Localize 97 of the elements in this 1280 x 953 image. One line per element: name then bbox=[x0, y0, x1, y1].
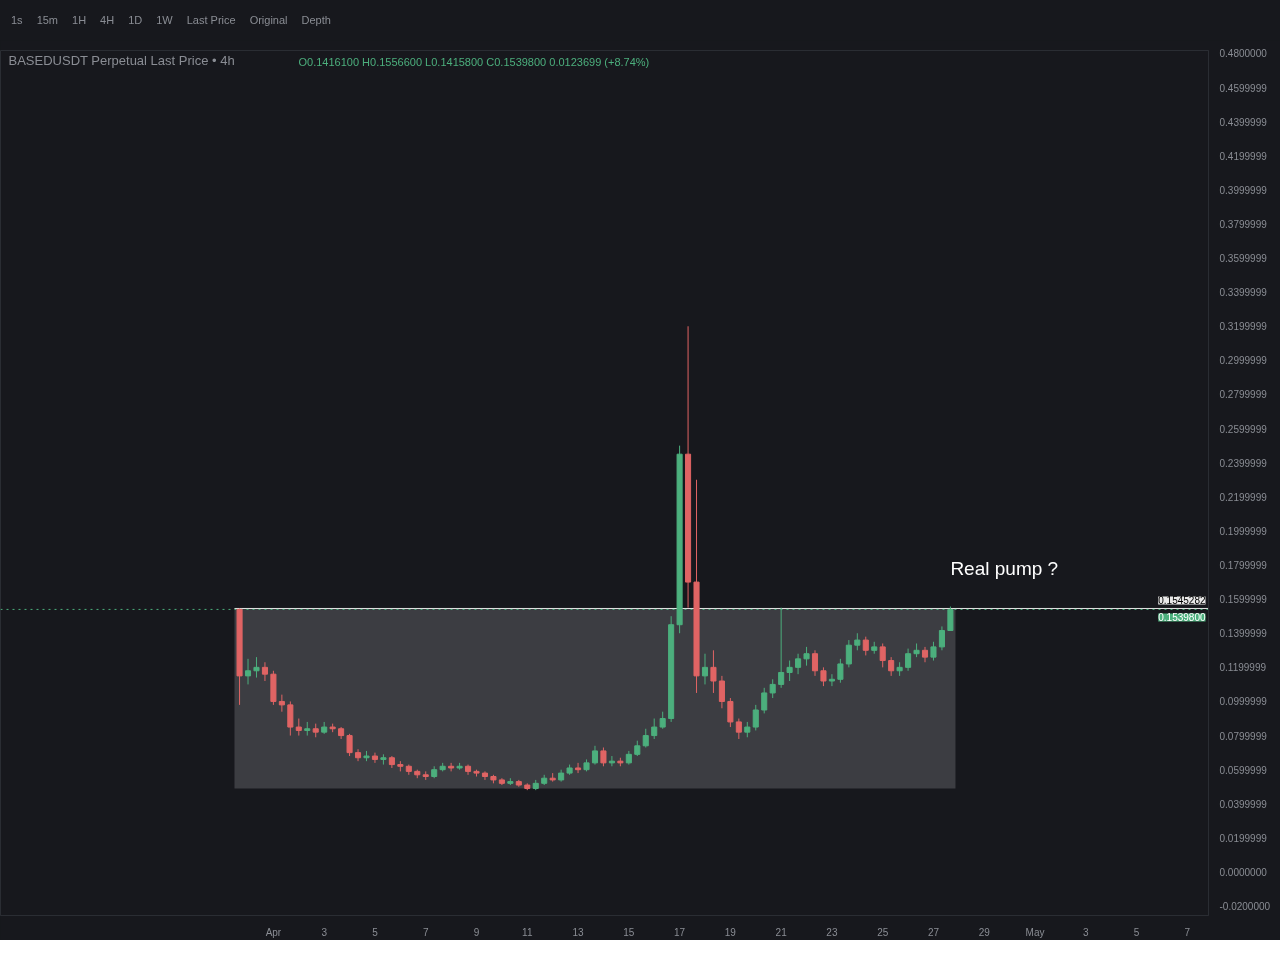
candlestick bbox=[828, 673, 835, 687]
candlestick bbox=[921, 646, 929, 663]
y-tick-label: 0.1399999 bbox=[1219, 628, 1268, 640]
x-tick-label: 5 bbox=[372, 926, 379, 938]
candlestick bbox=[879, 642, 886, 668]
y-tick-label: 0.2399999 bbox=[1219, 457, 1268, 469]
y-tick-label: 0.4599999 bbox=[1219, 82, 1268, 94]
candlestick bbox=[786, 660, 793, 682]
x-tick-label: 5 bbox=[1133, 926, 1140, 938]
x-tick-label: 3 bbox=[321, 926, 328, 938]
y-tick-label: 0.2599999 bbox=[1219, 423, 1268, 435]
text: 1D bbox=[128, 14, 143, 26]
candlestick bbox=[448, 762, 455, 772]
x-tick-label: 17 bbox=[674, 926, 686, 938]
chart-title: BASEDUSDT Perpetual Last Price • 4h bbox=[8, 52, 235, 68]
candlestick bbox=[820, 666, 827, 687]
candlestick bbox=[600, 747, 607, 767]
candlestick bbox=[769, 678, 776, 699]
candlestick bbox=[710, 649, 717, 694]
y-tick-label: 0.0999999 bbox=[1219, 696, 1268, 708]
text: 1s bbox=[11, 14, 23, 26]
y-tick-label: 0.3999999 bbox=[1219, 184, 1268, 196]
y-tick-label: 0.3199999 bbox=[1219, 321, 1268, 333]
y-tick-label: 0.1199999 bbox=[1219, 662, 1267, 674]
candlestick bbox=[278, 694, 285, 713]
y-tick-label: 0.1999999 bbox=[1219, 525, 1268, 537]
y-tick-label: 0.3599999 bbox=[1219, 253, 1268, 265]
candlestick bbox=[888, 656, 895, 677]
x-tick-label: 27 bbox=[927, 926, 940, 938]
candlestick bbox=[608, 755, 615, 767]
y-tick-label: 0.4800000 bbox=[1219, 48, 1268, 60]
x-tick-label: 7 bbox=[422, 926, 429, 938]
candlestick bbox=[930, 641, 937, 662]
candlestick bbox=[795, 653, 802, 675]
y-tick-label: 0.2799999 bbox=[1219, 389, 1268, 401]
y-tick-label: 0.0599999 bbox=[1219, 764, 1268, 776]
candlestick bbox=[803, 646, 810, 667]
chart-subtitle: O0.1416100 H0.1556600 L0.1415800 C0.1539800 0.0123699 (+8.74%) bbox=[298, 55, 650, 68]
candlestick bbox=[701, 653, 709, 685]
candlestick bbox=[642, 728, 649, 749]
candlestick bbox=[346, 733, 353, 757]
y-tick-label: 0.3799999 bbox=[1219, 218, 1268, 230]
x-tick-label: 7 bbox=[1184, 926, 1191, 938]
y-tick-label: -0.0200000 bbox=[1219, 901, 1271, 913]
candlestick bbox=[811, 649, 819, 677]
y-tick-label: 0.0199999 bbox=[1219, 832, 1268, 844]
text: Last Price bbox=[186, 14, 236, 26]
candlestick bbox=[862, 636, 869, 656]
x-tick-label: 25 bbox=[877, 926, 889, 938]
y-tick-label: 0.2999999 bbox=[1219, 355, 1268, 367]
text: 1W bbox=[156, 14, 173, 26]
x-tick-label: 29 bbox=[978, 926, 991, 938]
x-tick-label: Apr bbox=[265, 926, 282, 938]
y-tick-label: 0.0399999 bbox=[1219, 798, 1268, 810]
x-tick-label: 11 bbox=[522, 926, 533, 938]
candlestick bbox=[727, 697, 734, 728]
x-tick-label: 19 bbox=[724, 926, 737, 938]
x-tick-label: May bbox=[1025, 926, 1045, 938]
text: 15m bbox=[36, 14, 59, 26]
y-tick-label: 0.3399999 bbox=[1219, 287, 1268, 299]
ref-line-label: 0.1539800 bbox=[1158, 612, 1206, 624]
ref-line-label: 0.1545282 bbox=[1158, 595, 1206, 607]
y-tick-label: 0.4199999 bbox=[1219, 150, 1268, 162]
text: 1H bbox=[72, 14, 87, 26]
candlestick bbox=[845, 639, 852, 668]
y-tick-label: 0.1799999 bbox=[1219, 560, 1268, 572]
candlestick bbox=[718, 675, 725, 709]
candlestick bbox=[244, 658, 252, 685]
candlestick bbox=[735, 718, 742, 740]
candlestick bbox=[905, 648, 912, 672]
candlestick bbox=[651, 718, 658, 740]
x-tick-label: 23 bbox=[826, 926, 838, 938]
candlestick bbox=[253, 656, 260, 679]
candlestick bbox=[761, 687, 768, 714]
x-tick-label: 3 bbox=[1083, 926, 1090, 938]
candlestick bbox=[837, 658, 844, 684]
candlestick bbox=[287, 700, 294, 737]
candlestick bbox=[575, 762, 582, 774]
y-tick-label: 0.0799999 bbox=[1219, 730, 1268, 742]
x-tick-label: 9 bbox=[473, 926, 480, 938]
y-tick-label: 0.4399999 bbox=[1219, 116, 1268, 128]
y-tick-label: 0.0000000 bbox=[1219, 867, 1268, 879]
x-tick-label: 21 bbox=[775, 926, 788, 938]
y-tick-label: 0.2199999 bbox=[1219, 491, 1268, 503]
annotation: Real pump ? bbox=[950, 557, 1059, 579]
candlestick bbox=[752, 704, 759, 731]
candlestick bbox=[371, 752, 378, 764]
text: Original bbox=[249, 14, 288, 26]
text: 4H bbox=[100, 14, 115, 26]
candlestick bbox=[938, 625, 945, 651]
x-tick-label: 13 bbox=[572, 926, 585, 938]
candlestick bbox=[355, 748, 362, 762]
candlestick bbox=[591, 745, 599, 766]
text: Depth bbox=[301, 14, 331, 26]
y-tick-label: 0.1599999 bbox=[1219, 594, 1268, 606]
x-tick-label: 15 bbox=[623, 926, 635, 938]
candlestick bbox=[261, 661, 268, 682]
